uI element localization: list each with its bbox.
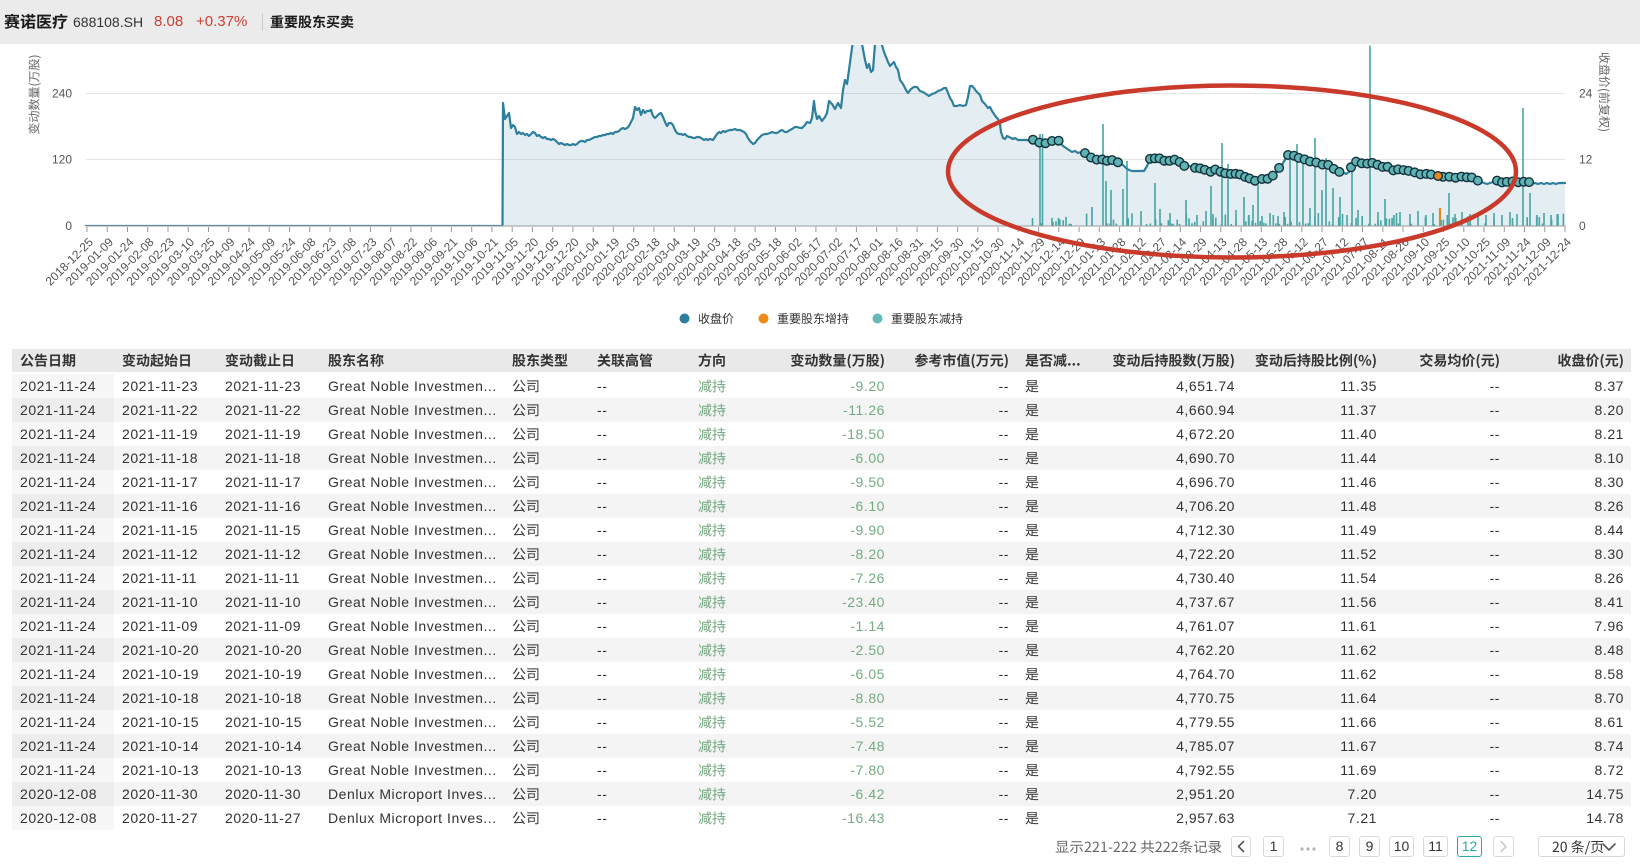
svg-text:2019-06-08: 2019-06-08 [265, 235, 319, 289]
svg-text:2020-09-15: 2020-09-15 [893, 235, 947, 289]
svg-text:2020-08-01: 2020-08-01 [832, 235, 886, 289]
svg-text:2021-12-24: 2021-12-24 [1521, 235, 1575, 289]
svg-text:2020-03-19: 2020-03-19 [650, 235, 704, 289]
svg-text:2020-08-31: 2020-08-31 [873, 235, 927, 289]
svg-text:2020-08-16: 2020-08-16 [853, 235, 907, 289]
svg-text:2019-10-06: 2019-10-06 [427, 235, 481, 289]
svg-text:0: 0 [65, 219, 72, 233]
svg-text:2020-07-02: 2020-07-02 [792, 235, 846, 289]
svg-text:2020-12-29: 2020-12-29 [1035, 235, 1089, 289]
svg-text:2020-10-30: 2020-10-30 [954, 235, 1008, 289]
svg-text:2020-11-14: 2020-11-14 [975, 235, 1028, 288]
svg-text:2021-03-14: 2021-03-14 [1136, 235, 1190, 289]
svg-text:2021-07-27: 2021-07-27 [1318, 235, 1372, 289]
svg-text:2020-06-02: 2020-06-02 [751, 235, 805, 289]
svg-text:2019-11-05: 2019-11-05 [468, 235, 521, 288]
svg-text:2021-07-12: 2021-07-12 [1298, 235, 1352, 289]
svg-text:2019-04-24: 2019-04-24 [205, 235, 259, 289]
svg-text:2020-02-03: 2020-02-03 [589, 235, 643, 289]
svg-text:2020-04-03: 2020-04-03 [670, 235, 724, 289]
svg-text:2020-06-17: 2020-06-17 [772, 235, 826, 289]
svg-text:2019-12-05: 2019-12-05 [508, 235, 562, 289]
svg-text:2019-07-08: 2019-07-08 [306, 235, 360, 289]
svg-text:2021-12-09: 2021-12-09 [1500, 235, 1554, 289]
svg-text:24: 24 [1579, 87, 1593, 101]
svg-text:2020-09-30: 2020-09-30 [913, 235, 967, 289]
svg-text:2021-05-13: 2021-05-13 [1217, 235, 1271, 289]
svg-text:2019-09-06: 2019-09-06 [387, 235, 441, 289]
svg-text:120: 120 [52, 153, 72, 167]
svg-text:2020-04-18: 2020-04-18 [691, 235, 745, 289]
svg-text:2021-11-24: 2021-11-24 [1481, 235, 1534, 288]
svg-text:2019-08-22: 2019-08-22 [367, 235, 421, 289]
svg-text:2019-07-23: 2019-07-23 [326, 235, 380, 289]
svg-text:2020-05-03: 2020-05-03 [711, 235, 765, 289]
svg-text:2019-04-09: 2019-04-09 [184, 235, 238, 289]
svg-text:2021-09-10: 2021-09-10 [1379, 235, 1433, 289]
svg-text:2019-02-23: 2019-02-23 [124, 235, 178, 289]
svg-text:2021-04-28: 2021-04-28 [1197, 235, 1251, 289]
svg-text:240: 240 [52, 87, 72, 101]
svg-text:2021-11-09: 2021-11-09 [1461, 235, 1514, 288]
svg-text:2021-03-29: 2021-03-29 [1156, 235, 1210, 289]
svg-text:2021-08-26: 2021-08-26 [1359, 235, 1413, 289]
svg-text:0: 0 [1579, 219, 1586, 233]
svg-text:2021-06-12: 2021-06-12 [1257, 235, 1311, 289]
svg-text:2019-05-24: 2019-05-24 [245, 235, 299, 289]
svg-text:2021-02-12: 2021-02-12 [1095, 235, 1149, 289]
svg-text:2021-06-27: 2021-06-27 [1278, 235, 1332, 289]
svg-text:2019-01-24: 2019-01-24 [83, 235, 137, 289]
svg-text:2021-08-11: 2021-08-11 [1339, 235, 1392, 288]
svg-text:2019-05-09: 2019-05-09 [225, 235, 279, 289]
svg-text:2021-10-25: 2021-10-25 [1440, 235, 1494, 289]
svg-text:2020-01-04: 2020-01-04 [549, 235, 603, 289]
svg-text:2019-06-23: 2019-06-23 [286, 235, 340, 289]
svg-text:2021-01-13: 2021-01-13 [1055, 235, 1109, 289]
svg-text:2021-05-28: 2021-05-28 [1237, 235, 1291, 289]
svg-text:2019-03-25: 2019-03-25 [164, 235, 218, 289]
svg-text:2020-02-18: 2020-02-18 [610, 235, 664, 289]
svg-text:2019-02-08: 2019-02-08 [103, 235, 157, 289]
svg-text:2020-03-04: 2020-03-04 [630, 235, 684, 289]
svg-text:2021-01-28: 2021-01-28 [1075, 235, 1129, 289]
svg-text:2019-03-10: 2019-03-10 [144, 235, 198, 289]
svg-text:2020-07-17: 2020-07-17 [812, 235, 866, 289]
svg-text:2021-09-25: 2021-09-25 [1399, 235, 1453, 289]
svg-text:2019-12-20: 2019-12-20 [529, 235, 583, 289]
svg-text:2021-02-27: 2021-02-27 [1116, 235, 1170, 289]
svg-text:2020-10-15: 2020-10-15 [933, 235, 987, 289]
svg-text:2019-01-09: 2019-01-09 [63, 235, 117, 289]
svg-text:2018-12-25: 2018-12-25 [43, 235, 97, 289]
svg-text:2021-10-10: 2021-10-10 [1419, 235, 1473, 289]
svg-text:2019-11-20: 2019-11-20 [489, 235, 542, 288]
svg-text:2020-11-29: 2020-11-29 [995, 235, 1048, 288]
svg-text:2019-09-21: 2019-09-21 [407, 235, 461, 289]
svg-text:2020-12-14: 2020-12-14 [1014, 235, 1068, 289]
svg-text:12: 12 [1579, 153, 1593, 167]
svg-text:2020-01-19: 2020-01-19 [569, 235, 623, 289]
svg-text:2019-10-21: 2019-10-21 [448, 235, 502, 289]
svg-text:2021-04-13: 2021-04-13 [1176, 235, 1230, 289]
svg-text:2019-08-07: 2019-08-07 [346, 235, 400, 289]
svg-text:2020-05-18: 2020-05-18 [731, 235, 785, 289]
